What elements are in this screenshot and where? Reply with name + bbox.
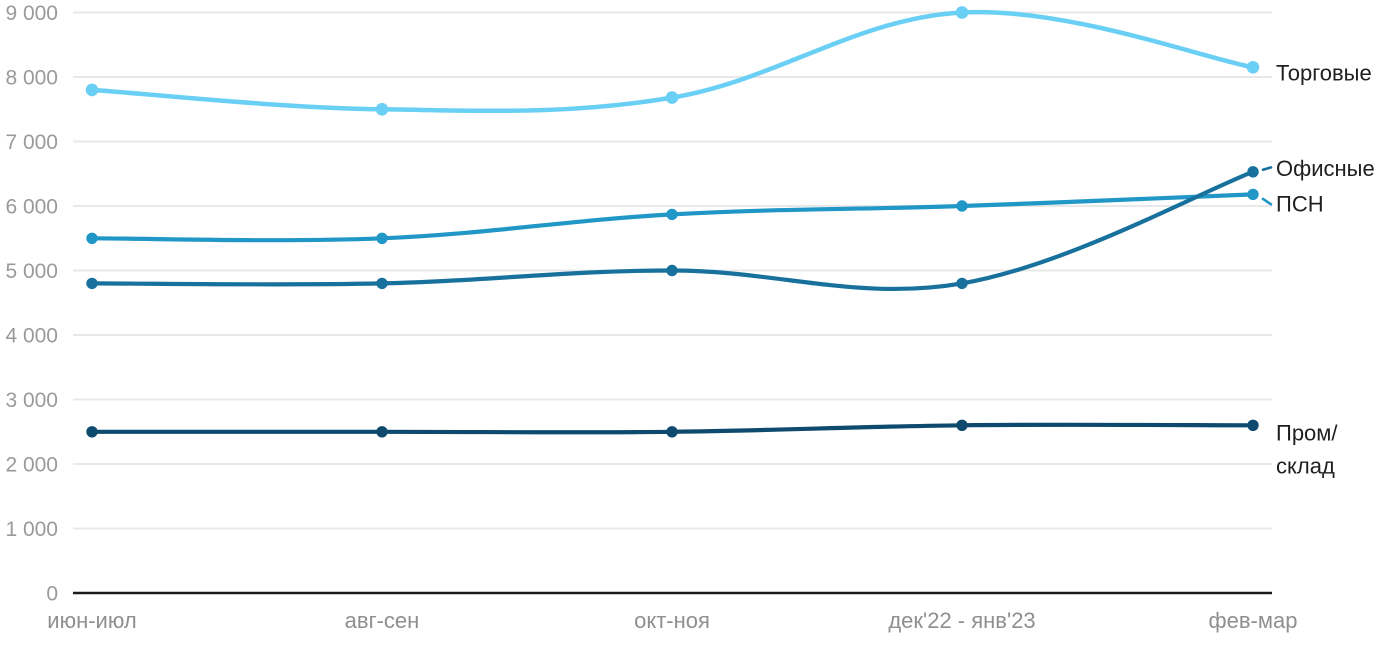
data-point-ofisnye-3[interactable] [956,277,968,290]
series-label-torgovye: Торговые [1276,60,1372,85]
x-tick-label: фев-мар [1209,608,1298,633]
y-tick-label: 6 000 [5,196,58,219]
series-group-psn: ПСН [86,188,1324,244]
label-leader-dash-psn [1261,197,1273,206]
y-tick-label: 5 000 [5,260,58,283]
data-point-psn-3[interactable] [956,200,968,212]
data-point-psn-4[interactable] [1247,188,1259,201]
x-tick-label: авг-сен [345,608,420,633]
y-tick-label: 0 [46,583,58,606]
x-tick-label: дек'22 - янв'23 [888,608,1035,633]
y-tick-label: 9 000 [5,2,58,25]
data-point-torgovye-3[interactable] [955,6,969,19]
data-point-prom-sklad-4[interactable] [1247,419,1259,431]
y-tick-label: 7 000 [5,131,58,154]
series-group-ofisnye: Офисные [86,156,1375,292]
data-point-ofisnye-1[interactable] [376,277,388,290]
series-label-psn: ПСН [1276,191,1324,216]
y-tick-label: 2 000 [5,454,58,477]
y-axis-labels-group: 0 1 000 2 000 3 000 4 000 5 000 6 000 7 000 8 00… [5,2,58,606]
data-point-torgovye-0[interactable] [85,83,99,97]
data-point-torgovye-1[interactable] [375,103,389,116]
x-tick-label: июн-июл [47,608,136,633]
data-point-torgovye-4[interactable] [1246,61,1260,74]
data-point-psn-1[interactable] [376,232,388,244]
data-point-torgovye-2[interactable] [665,91,679,104]
series-group-torgovye: Торговые [85,6,1372,116]
series-group-prom-sklad: Пром/склад [86,419,1338,478]
data-point-psn-0[interactable] [86,232,98,244]
data-point-prom-sklad-3[interactable] [956,419,968,431]
data-point-ofisnye-4[interactable] [1247,166,1259,178]
series-label-prom-sklad-line2: склад [1276,453,1335,478]
y-tick-label: 3 000 [5,389,58,412]
data-point-ofisnye-0[interactable] [86,277,98,290]
data-point-ofisnye-2[interactable] [666,264,678,277]
series-label-ofisnye: Офисные [1276,156,1375,181]
label-leader-dash-ofisnye [1261,166,1273,172]
x-tick-label: окт-ноя [634,608,710,633]
x-axis-labels-group: июн-июл авг-сен окт-ноя дек'22 - янв'23 фев-… [47,608,1297,633]
y-tick-label: 4 000 [5,325,58,348]
series-label-prom-sklad-line1: Пром/ [1276,420,1338,445]
y-tick-label: 1 000 [5,518,58,541]
data-point-prom-sklad-2[interactable] [666,426,678,438]
data-point-prom-sklad-1[interactable] [376,426,388,438]
data-point-prom-sklad-0[interactable] [86,426,98,438]
y-tick-label: 8 000 [5,67,58,90]
data-point-psn-2[interactable] [666,208,678,221]
